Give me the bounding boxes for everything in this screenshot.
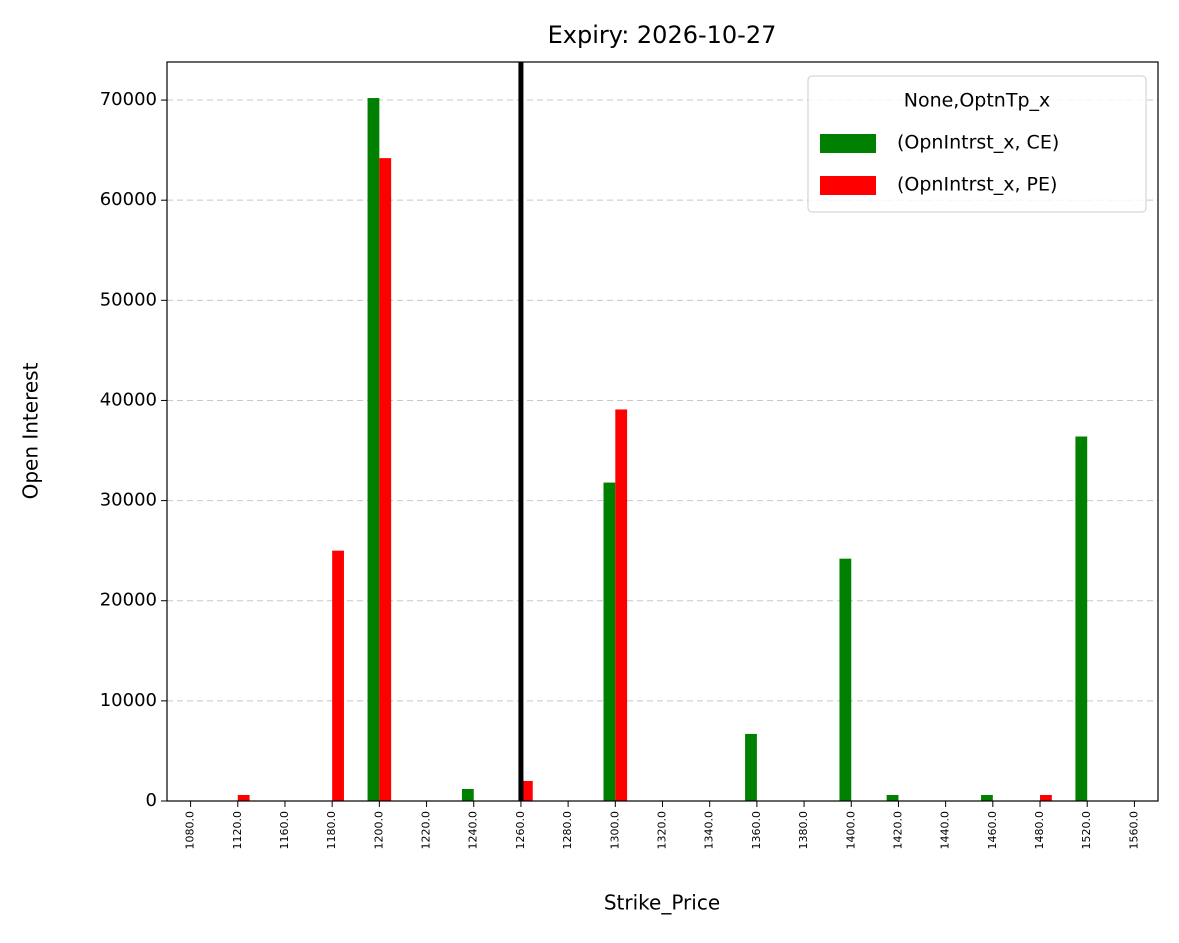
y-tick-label: 40000 <box>100 389 157 410</box>
x-tick-label: 1360.0 <box>750 811 763 850</box>
bar <box>1075 436 1088 801</box>
bar <box>332 550 344 801</box>
legend-title: None,OptnTp_x <box>904 90 1051 112</box>
x-tick-label: 1080.0 <box>184 811 197 850</box>
bar <box>745 733 757 801</box>
x-tick-label: 1280.0 <box>561 811 574 850</box>
bar <box>461 788 474 801</box>
y-tick-label: 30000 <box>100 490 157 511</box>
plot-frame <box>166 61 1159 802</box>
x-tick-label: 1520.0 <box>1080 811 1093 850</box>
x-tick-label: 1160.0 <box>278 811 291 850</box>
x-tick-label: 1440.0 <box>939 811 952 850</box>
legend-label: (OpnIntrst_x, PE) <box>897 174 1057 196</box>
x-tick-label: 1560.0 <box>1127 811 1140 850</box>
x-tick-label: 1420.0 <box>891 811 904 850</box>
legend-swatch <box>820 176 876 195</box>
x-tick-label: 1300.0 <box>608 811 621 850</box>
bar <box>367 98 380 802</box>
y-tick-label: 0 <box>146 790 157 811</box>
x-tick-label: 1340.0 <box>703 811 716 850</box>
x-tick-label: 1180.0 <box>325 811 338 850</box>
chart-title: Expiry: 2026-10-27 <box>548 21 777 49</box>
x-tick-label: 1240.0 <box>467 811 480 850</box>
x-tick-label: 1380.0 <box>797 811 810 850</box>
x-tick-label: 1320.0 <box>656 811 669 850</box>
y-tick-label: 50000 <box>100 289 157 310</box>
bar <box>886 794 899 801</box>
x-tick-label: 1400.0 <box>844 811 857 850</box>
x-tick-label: 1220.0 <box>420 811 433 850</box>
bar <box>520 780 533 801</box>
bar <box>379 158 392 802</box>
x-tick-label: 1260.0 <box>514 811 527 850</box>
legend-box <box>807 75 1147 213</box>
bar <box>1040 794 1052 801</box>
bar <box>981 794 993 801</box>
y-tick-label: 20000 <box>100 590 157 611</box>
bar <box>237 794 250 801</box>
legend-swatch <box>820 134 876 153</box>
x-tick-label: 1460.0 <box>986 811 999 850</box>
y-tick-label: 10000 <box>100 690 157 711</box>
x-axis-label: Strike_Price <box>604 891 720 915</box>
y-tick-label: 70000 <box>100 89 157 110</box>
x-tick-label: 1120.0 <box>231 811 244 850</box>
bar <box>839 558 852 801</box>
bar <box>603 482 616 801</box>
x-tick-label: 1200.0 <box>372 811 385 850</box>
x-tick-label: 1480.0 <box>1033 811 1046 850</box>
y-axis-label: Open Interest <box>19 362 43 499</box>
legend-label: (OpnIntrst_x, CE) <box>897 132 1059 154</box>
bar <box>615 409 628 801</box>
y-tick-label: 60000 <box>100 189 157 210</box>
